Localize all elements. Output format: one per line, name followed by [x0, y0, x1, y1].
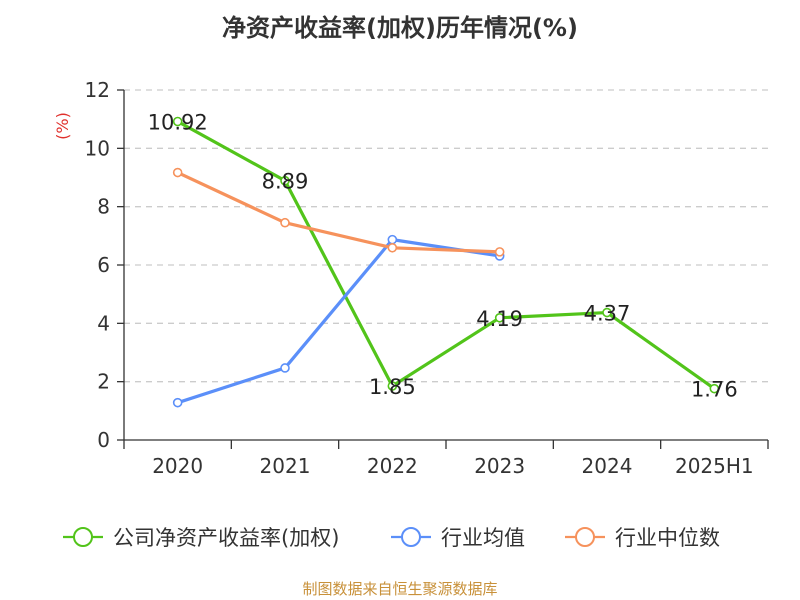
series-line-2: [176, 170, 502, 254]
y-tick-label: 8: [97, 195, 110, 219]
x-tick-label: 2024: [582, 454, 633, 478]
series-lines: [172, 116, 720, 408]
legend-label: 公司净资产收益率(加权): [113, 526, 339, 550]
x-tick-label: 2021: [260, 454, 311, 478]
data-point: [172, 397, 183, 408]
data-label: 10.92: [148, 111, 208, 135]
grid-lines: [124, 89, 768, 383]
data-point: [172, 167, 183, 178]
legend: 公司净资产收益率(加权) 行业均值 行业中位数: [63, 526, 720, 550]
data-point: [172, 116, 183, 127]
y-tick-label: 12: [85, 78, 110, 102]
chart-title: 净资产收益率(加权)历年情况(%): [222, 14, 578, 42]
data-point: [280, 175, 290, 186]
data-point: [494, 247, 505, 257]
series-line-0: [176, 119, 716, 391]
x-tick-label: 2020: [152, 454, 203, 478]
source-note: 制图数据来自恒生聚源数据库: [302, 580, 497, 598]
x-tick-label: 2022: [367, 454, 418, 478]
x-tick-label: 2025H1: [675, 454, 754, 478]
data-point: [602, 307, 612, 318]
data-label: 1.76: [691, 378, 738, 402]
data-label: 4.19: [476, 307, 523, 331]
y-axis-label: (%): [53, 112, 72, 140]
data-point: [387, 242, 398, 253]
data-point: [387, 234, 398, 245]
legend-item-0[interactable]: 公司净资产收益率(加权): [63, 526, 339, 550]
data-point: [280, 363, 290, 373]
y-tick-label: 0: [97, 428, 110, 452]
series-line-1: [176, 238, 502, 405]
x-tick-label: 2023: [474, 454, 525, 478]
legend-label: 行业均值: [441, 526, 525, 550]
data-label: 8.89: [262, 170, 309, 194]
legend-swatch-marker: [73, 527, 93, 547]
legend-label: 行业中位数: [615, 526, 720, 550]
y-tick-label: 2: [97, 370, 110, 394]
data-labels: 10.92 8.89 1.85 4.19 4.37 1.76: [148, 111, 738, 402]
y-tick-label: 4: [97, 311, 110, 335]
data-label: 1.85: [369, 375, 416, 399]
legend-item-1[interactable]: 行业均值: [391, 526, 525, 550]
legend-swatch-marker: [575, 527, 595, 547]
y-tick-label: 10: [85, 136, 110, 160]
data-label: 4.37: [584, 302, 631, 326]
data-point: [494, 312, 505, 323]
legend-item-2[interactable]: 行业中位数: [565, 526, 720, 550]
y-axis: 0 2 4 6 8 10 12: [85, 78, 125, 452]
data-point: [387, 381, 398, 391]
x-axis: 2020 2021 2022 2023 2024 2025H1: [123, 439, 769, 478]
data-point: [709, 383, 720, 394]
data-point: [280, 217, 290, 228]
y-tick-label: 6: [97, 253, 110, 277]
legend-swatch-marker: [401, 527, 421, 547]
